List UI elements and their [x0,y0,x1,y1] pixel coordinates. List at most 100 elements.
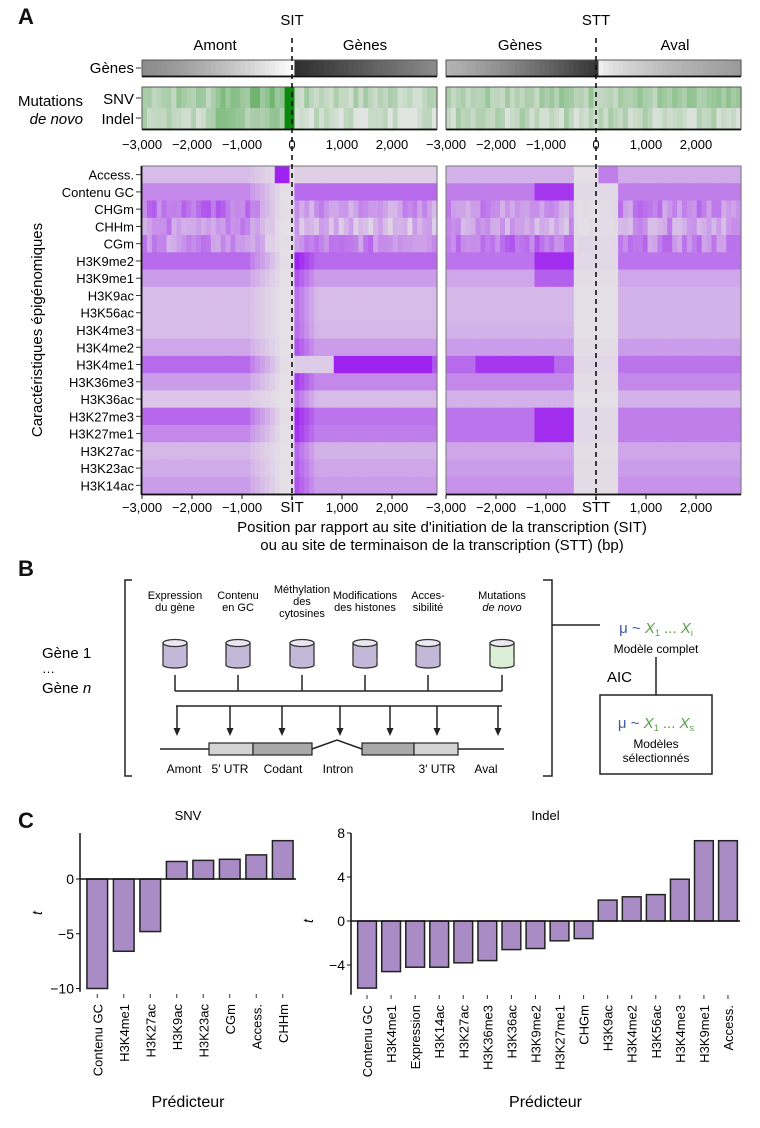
genes-density-cell [573,60,580,76]
heatmap-cell [696,442,703,461]
right-bracket [543,579,553,777]
heatmap-cell [220,286,227,305]
heatmap-cell [470,235,477,253]
heatmap-cell [299,235,305,253]
genes-density-cell [539,60,545,76]
heatmap-cell [304,390,310,409]
heatmap-cell [210,476,217,495]
heatmap-cell [284,442,291,461]
heatmap-cell [637,407,644,426]
heatmap-cell [161,390,168,409]
heatmap-cell [736,459,742,478]
heatmap-cell [191,338,197,357]
heatmap-cell [245,424,251,443]
heatmap-cell [716,235,722,253]
heatmap-cell [402,476,409,495]
heatmap-cell [682,217,688,236]
heatmap-cell [333,269,340,288]
heatmap-cell [294,390,300,409]
heatmap-cell [284,235,291,253]
heatmap-cell [721,476,727,495]
heatmap-cell [427,235,433,253]
mutation-cell [255,108,261,129]
heatmap-cell [568,355,575,374]
mutation-cell [583,108,590,129]
heatmap-cell [358,321,364,340]
heatmap-cell [220,304,227,322]
heatmap-cell [274,286,281,305]
heatmap-cell [196,459,202,478]
heatmap-cell [529,355,536,374]
heatmap-cell [677,235,683,253]
mutation-cell [279,87,286,108]
heatmap-cell [392,390,399,409]
genes-density-cell [146,60,153,76]
heatmap-cell [373,459,379,478]
heatmap-cell [583,304,590,322]
heatmap-cell [519,252,526,271]
heatmap-cell [573,217,580,236]
selected-models-box [599,694,713,775]
heatmap-cell [677,200,683,219]
heatmap-cell [608,235,614,253]
heatmap-cell [156,304,163,322]
heatmap-cell [450,200,457,219]
feature-label: H3K27me3 [69,409,134,424]
heatmap-cell [363,166,369,184]
heatmap-cell [328,424,335,443]
heatmap-cell [186,269,192,288]
heatmap-cell [623,166,629,184]
heatmap-cell [623,459,629,478]
feature-label: H3K36ac [81,392,135,407]
heatmap-cell [279,166,286,184]
heatmap-cell [328,355,335,374]
mutation-cell [333,87,340,108]
heatmap-cell [495,252,501,271]
top-tick-label: 0 [288,137,295,152]
heatmap-cell [701,217,708,236]
heatmap-cell [623,217,629,236]
mutation-cell [519,108,526,129]
heatmap-cell [269,459,276,478]
heatmap-cell [544,373,550,392]
heatmap-cell [240,304,246,322]
heatmap-cell [573,269,580,288]
x-tick-label: H3K4me1 [384,1005,399,1063]
heatmap-cell [524,373,531,392]
heatmap-cell [171,407,178,426]
heatmap-cell [544,355,550,374]
heatmap-cell [475,459,482,478]
heatmap-cell [196,166,202,184]
heatmap-cell [583,355,590,374]
heatmap-cell [412,217,418,236]
heatmap-cell [250,459,256,478]
heatmap-cell [407,373,414,392]
mutation-cell [353,108,359,129]
heatmap-cell [559,355,565,374]
heatmap-cell [716,286,722,305]
heatmap-cell [378,390,384,409]
mutation-cell [509,87,516,108]
heatmap-cell [446,286,452,305]
heatmap-cell [701,424,708,443]
heatmap-cell [250,183,256,202]
heatmap-cell [480,476,486,495]
gene-n-label: Gène n [42,680,91,697]
heatmap-cell [588,459,595,478]
heatmap-cell [662,476,668,495]
heatmap-cell [657,304,663,322]
x-tick-label: H3K56ac [649,1005,664,1059]
heatmap-cell [736,373,742,392]
heatmap-cell [422,321,428,340]
heatmap-cell [225,476,232,495]
heatmap-cell [647,166,654,184]
heatmap-cell [196,476,202,495]
heatmap-cell [578,235,585,253]
heatmap-cell [711,200,718,219]
heatmap-cell [519,407,526,426]
heatmap-cell [196,183,202,202]
heatmap-cell [618,407,624,426]
heatmap-cell [353,252,359,271]
heatmap-cell [505,321,511,340]
mutation-cell [304,87,310,108]
